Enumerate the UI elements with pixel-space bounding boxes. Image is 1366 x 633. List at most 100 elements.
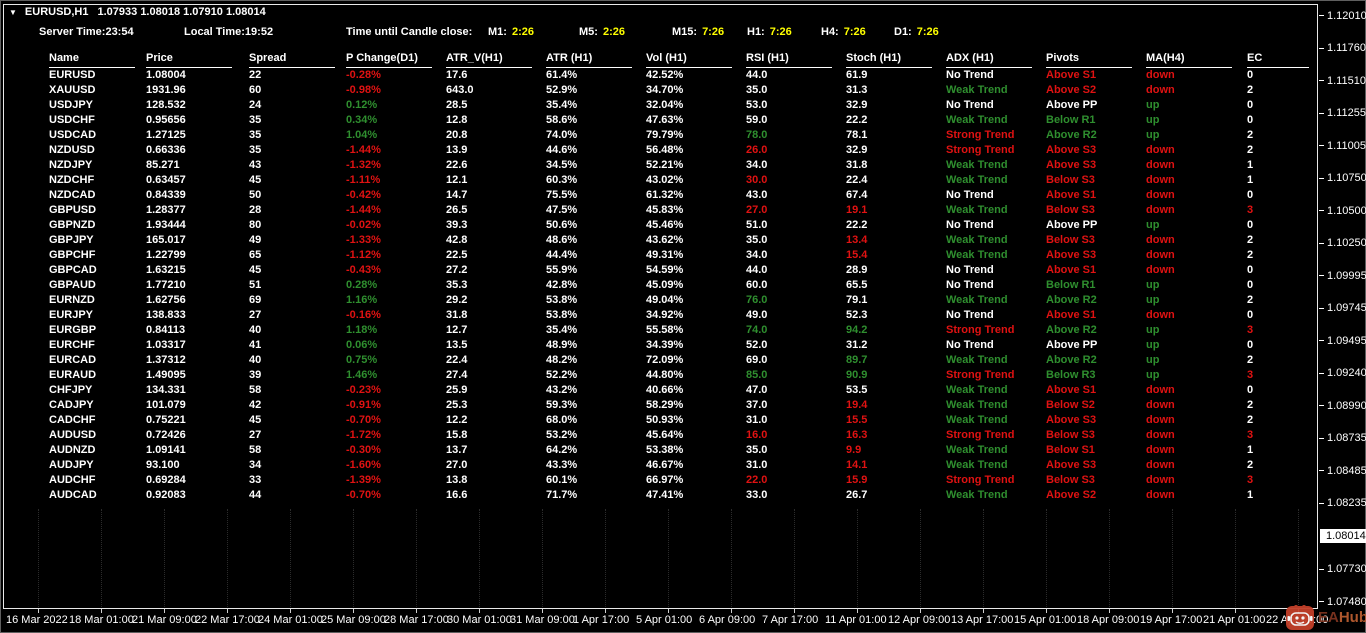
cell-pivots: Above S3: [1046, 414, 1097, 426]
cell-stoch-h1-: 26.7: [846, 489, 868, 501]
column-header-vol-h1-[interactable]: Vol (H1): [646, 52, 746, 68]
table-row[interactable]: USDCAD 1.27125 35 1.04% 20.8 74.0% 79.79% 78.0 7…: [49, 128, 1321, 143]
table-row[interactable]: AUDJPY 93.100 34 -1.60% 27.0 43.3% 46.67% 31.0 1…: [49, 458, 1321, 473]
cell-adx-h1-: No Trend: [946, 99, 994, 111]
table-row[interactable]: EURAUD 1.49095 39 1.46% 27.4 52.2% 44.80% 85.0 9…: [49, 368, 1321, 383]
cell-p-change-d1-: 0.06%: [346, 339, 378, 351]
cell-name[interactable]: EURAUD: [49, 369, 97, 381]
cell-name[interactable]: EURNZD: [49, 294, 95, 306]
table-row[interactable]: AUDCAD 0.92083 44 -0.70% 16.6 71.7% 47.41% 33.0…: [49, 488, 1321, 503]
cell-name[interactable]: AUDUSD: [49, 429, 97, 441]
cell-name[interactable]: USDCAD: [49, 129, 97, 141]
table-row[interactable]: AUDUSD 0.72426 27 -1.72% 15.8 53.2% 45.64% 16.0…: [49, 428, 1321, 443]
cell-name[interactable]: USDCHF: [49, 114, 95, 126]
cell-adx-h1-: Weak Trend: [946, 444, 1008, 456]
column-header-spread[interactable]: Spread: [249, 52, 346, 68]
cell-name[interactable]: CADJPY: [49, 399, 94, 411]
cell-name[interactable]: AUDJPY: [49, 459, 94, 471]
table-row[interactable]: EURCHF 1.03317 41 0.06% 13.5 48.9% 34.39% 52.0 3…: [49, 338, 1321, 353]
grid-line: [542, 509, 543, 609]
table-row[interactable]: EURNZD 1.62756 69 1.16% 29.2 53.8% 49.04% 76.0 7…: [49, 293, 1321, 308]
column-header-ec[interactable]: EC: [1247, 52, 1317, 68]
cell-name[interactable]: USDJPY: [49, 99, 94, 111]
cell-p-change-d1-: -0.23%: [346, 384, 381, 396]
table-row[interactable]: NZDCHF 0.63457 45 -1.11% 12.1 60.3% 43.02% 30.0…: [49, 173, 1321, 188]
cell-p-change-d1-: -0.91%: [346, 399, 381, 411]
column-header-atr-h1-[interactable]: ATR (H1): [546, 52, 646, 68]
cell-price: 93.100: [146, 459, 180, 471]
table-row[interactable]: NZDUSD 0.66336 35 -1.44% 13.9 44.6% 56.48% 26.0…: [49, 143, 1321, 158]
cell-spread: 45: [249, 264, 262, 276]
cell-name[interactable]: EURGBP: [49, 324, 97, 336]
table-row[interactable]: GBPUSD 1.28377 28 -1.44% 26.5 47.5% 45.83% 27.0…: [49, 203, 1321, 218]
cell-name[interactable]: EURCHF: [49, 339, 95, 351]
cell-name[interactable]: NZDCAD: [49, 189, 96, 201]
cell-name[interactable]: CHFJPY: [49, 384, 93, 396]
cell-name[interactable]: AUDNZD: [49, 444, 96, 456]
collapse-arrow-icon[interactable]: ▼: [9, 7, 17, 17]
column-header-pivots[interactable]: Pivots: [1046, 52, 1146, 68]
table-row[interactable]: GBPNZD 1.93444 80 -0.02% 39.3 50.6% 45.46% 51.0…: [49, 218, 1321, 233]
cell-atr-h1-: 71.7%: [546, 489, 578, 501]
cell-ma-h4-: up: [1146, 339, 1160, 351]
cell-vol-h1-: 43.02%: [646, 174, 684, 186]
cell-atr-h1-: 55.9%: [546, 264, 578, 276]
table-row[interactable]: GBPJPY 165.017 49 -1.33% 42.8 48.6% 43.62% 35.0…: [49, 233, 1321, 248]
column-header-adx-h1-[interactable]: ADX (H1): [946, 52, 1046, 68]
table-row[interactable]: CHFJPY 134.331 58 -0.23% 25.9 43.2% 40.66% 47.0…: [49, 383, 1321, 398]
table-row[interactable]: AUDCHF 0.69284 33 -1.39% 13.8 60.1% 66.97% 22.0…: [49, 473, 1321, 488]
cell-ma-h4-: down: [1146, 204, 1175, 216]
table-row[interactable]: CADJPY 101.079 42 -0.91% 25.3 59.3% 58.29% 37.0…: [49, 398, 1321, 413]
cell-name[interactable]: XAUUSD: [49, 84, 96, 96]
cell-name[interactable]: NZDCHF: [49, 174, 95, 186]
table-row[interactable]: EURUSD 1.08004 22 -0.28% 17.6 61.4% 42.52% 44.0…: [49, 68, 1321, 83]
cell-name[interactable]: GBPUSD: [49, 204, 97, 216]
countdown-h4: H4: 7:26: [821, 26, 866, 38]
column-header-price[interactable]: Price: [146, 52, 249, 68]
cell-name[interactable]: EURCAD: [49, 354, 97, 366]
cell-rsi-h1-: 35.0: [746, 234, 768, 246]
column-header-stoch-h1-[interactable]: Stoch (H1): [846, 52, 946, 68]
cell-name[interactable]: EURUSD: [49, 69, 96, 81]
cell-name[interactable]: GBPCHF: [49, 249, 96, 261]
cell-name[interactable]: GBPAUD: [49, 279, 96, 291]
time-label: 24 Mar 01:00: [258, 614, 323, 626]
cell-name[interactable]: AUDCHF: [49, 474, 96, 486]
column-header-name[interactable]: Name: [49, 52, 146, 68]
table-row[interactable]: EURCAD 1.37312 40 0.75% 22.4 48.2% 72.09% 69.0 8…: [49, 353, 1321, 368]
table-row[interactable]: AUDNZD 1.09141 58 -0.30% 13.7 64.2% 53.38% 35.0…: [49, 443, 1321, 458]
table-row[interactable]: CADCHF 0.75221 45 -0.70% 12.2 68.0% 50.93% 31.0…: [49, 413, 1321, 428]
cell-adx-h1-: Weak Trend: [946, 354, 1008, 366]
column-header-p-change-d1-[interactable]: P Change(D1): [346, 52, 446, 68]
table-row[interactable]: NZDJPY 85.271 43 -1.32% 22.6 34.5% 52.21% 34.0 3…: [49, 158, 1321, 173]
cell-name[interactable]: GBPCAD: [49, 264, 97, 276]
grid-line: [668, 509, 669, 609]
cell-name[interactable]: NZDUSD: [49, 144, 95, 156]
cell-pivots: Below S3: [1046, 429, 1095, 441]
robot-logo-icon: [1286, 605, 1314, 630]
table-row[interactable]: NZDCAD 0.84339 50 -0.42% 14.7 75.5% 61.32% 43.0…: [49, 188, 1321, 203]
table-row[interactable]: EURJPY 138.833 27 -0.16% 31.8 53.8% 34.92% 49.0…: [49, 308, 1321, 323]
table-row[interactable]: EURGBP 0.84113 40 1.18% 12.7 35.4% 55.58% 74.0 9…: [49, 323, 1321, 338]
column-header-ma-h4-[interactable]: MA(H4): [1146, 52, 1247, 68]
cell-name[interactable]: GBPJPY: [49, 234, 94, 246]
cell-name[interactable]: CADCHF: [49, 414, 96, 426]
table-row[interactable]: USDCHF 0.95656 35 0.34% 12.8 58.6% 47.63% 59.0 2…: [49, 113, 1321, 128]
column-header-rsi-h1-[interactable]: RSI (H1): [746, 52, 846, 68]
column-header-atr-v-h1-[interactable]: ATR_V(H1): [446, 52, 546, 68]
cell-p-change-d1-: -0.16%: [346, 309, 381, 321]
table-row[interactable]: GBPCHF 1.22799 65 -1.12% 22.5 44.4% 49.31% 34.0…: [49, 248, 1321, 263]
cell-name[interactable]: AUDCAD: [49, 489, 97, 501]
countdown-m5: M5: 2:26: [579, 26, 625, 38]
table-row[interactable]: XAUUSD 1931.96 60 -0.98% 643.0 52.9% 34.70% 35.…: [49, 83, 1321, 98]
cell-spread: 49: [249, 234, 262, 246]
cell-name[interactable]: NZDJPY: [49, 159, 93, 171]
cell-atr-h1-: 68.0%: [546, 414, 578, 426]
countdown-h1: H1: 7:26: [747, 26, 792, 38]
table-row[interactable]: USDJPY 128.532 24 0.12% 28.5 35.4% 32.04% 53.0 3…: [49, 98, 1321, 113]
cell-name[interactable]: EURJPY: [49, 309, 94, 321]
cell-name[interactable]: GBPNZD: [49, 219, 96, 231]
cell-spread: 35: [249, 114, 262, 126]
table-row[interactable]: GBPAUD 1.77210 51 0.28% 35.3 42.8% 45.09% 60.0 6…: [49, 278, 1321, 293]
table-row[interactable]: GBPCAD 1.63215 45 -0.43% 27.2 55.9% 54.59% 44.0…: [49, 263, 1321, 278]
